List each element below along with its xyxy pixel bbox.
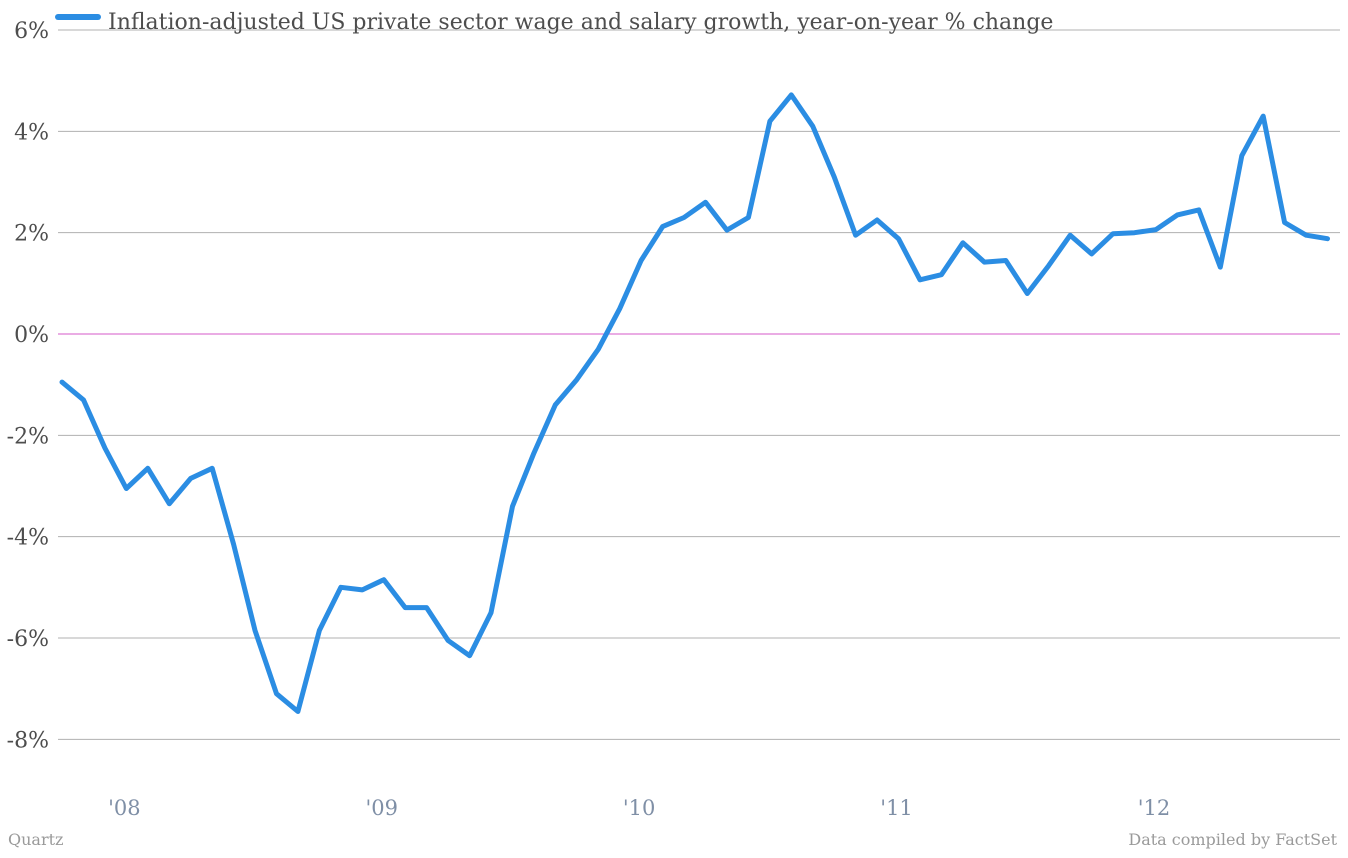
legend-label: Inflation-adjusted US private sector wag…: [108, 10, 1053, 35]
series-line: [59, 92, 1330, 714]
y-axis-ticks: 6% 4% 2% 0% -2% -4% -6% -8%: [7, 19, 49, 753]
source-right-label: Data compiled by FactSet: [1128, 830, 1337, 849]
x-tick-label: '08: [108, 796, 141, 820]
y-tick-label: -4%: [7, 526, 49, 551]
y-tick-label: 6%: [14, 19, 49, 44]
y-tick-label: -2%: [7, 424, 49, 449]
y-tick-label: 0%: [14, 323, 49, 348]
x-tick-label: '09: [366, 796, 399, 820]
series-lines: [59, 92, 1330, 714]
y-tick-label: -6%: [7, 627, 49, 652]
gridlines: [58, 29, 1340, 740]
source-left-label: Quartz: [8, 830, 63, 849]
x-axis-ticks: '08 '09 '10 '11 '12: [108, 796, 1170, 820]
y-tick-label: 2%: [14, 222, 49, 247]
legend: Inflation-adjusted US private sector wag…: [55, 10, 1053, 35]
x-tick-label: '11: [880, 796, 913, 820]
x-tick-label: '12: [1138, 796, 1171, 820]
y-tick-label: -8%: [7, 728, 49, 753]
y-tick-label: 4%: [14, 120, 49, 145]
x-tick-label: '10: [623, 796, 656, 820]
